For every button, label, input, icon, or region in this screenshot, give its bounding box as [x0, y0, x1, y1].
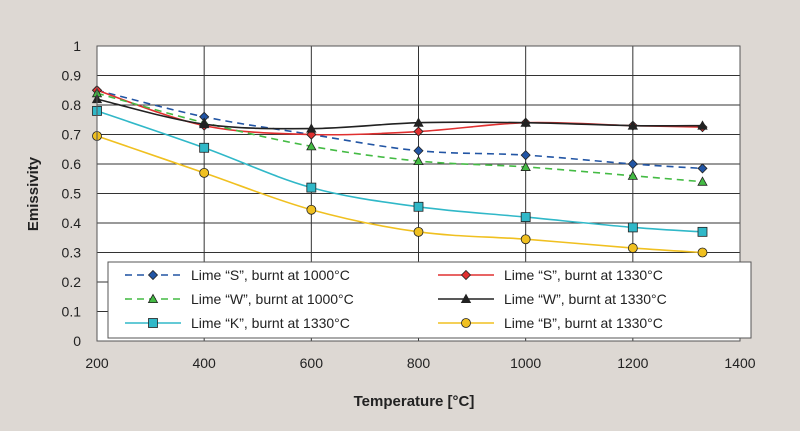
data-point — [627, 243, 638, 253]
x-tick-label: 1400 — [724, 355, 755, 371]
y-tick-label: 0 — [73, 333, 81, 349]
legend: Lime “S”, burnt at 1000°C Lime “W”, burnt… — [107, 261, 752, 339]
legend-label: Lime “W”, burnt at 1330°C — [504, 291, 667, 307]
y-tick-label: 0.3 — [62, 245, 82, 261]
x-tick-label: 200 — [85, 355, 109, 371]
data-point — [520, 212, 531, 223]
legend-entry: Lime “K”, burnt at 1330°C — [125, 315, 350, 331]
data-point — [697, 247, 708, 258]
y-tick-label: 0.1 — [62, 304, 82, 320]
data-point — [413, 126, 424, 137]
x-axis-title: Temperature [°C] — [354, 393, 475, 410]
data-point — [413, 117, 424, 127]
legend-marker — [147, 269, 159, 281]
legend-label: Lime “B”, burnt at 1330°C — [504, 315, 663, 331]
y-axis-title: Emissivity — [25, 156, 42, 231]
data-point — [413, 145, 424, 156]
series-6 — [92, 131, 708, 258]
y-tick-label: 0.7 — [62, 127, 82, 143]
data-point — [697, 120, 708, 130]
data-point — [306, 204, 317, 215]
data-point — [413, 201, 424, 212]
data-point — [413, 226, 424, 237]
data-point — [520, 161, 531, 171]
plot-frame — [96, 45, 741, 342]
data-point — [199, 167, 210, 178]
legend-entry: Lime “W”, burnt at 1000°C — [125, 291, 354, 307]
legend-marker — [461, 318, 471, 328]
legend-entry: Lime “S”, burnt at 1330°C — [438, 267, 663, 283]
legend-label: Lime “W”, burnt at 1000°C — [191, 291, 354, 307]
data-point — [413, 155, 424, 166]
legend-marker — [460, 293, 472, 304]
legend-marker — [148, 318, 158, 328]
tick-labels: 200 400 600 800 1000 1200 1400 0 0.1 0.2 0.3 0.4 0.5… — [62, 38, 756, 371]
legend-label: Lime “K”, burnt at 1330°C — [191, 315, 350, 331]
data-point — [520, 117, 531, 127]
x-tick-label: 1200 — [617, 355, 648, 371]
y-tick-label: 1 — [73, 38, 81, 54]
series-layer — [91, 85, 708, 258]
data-point — [199, 142, 210, 153]
data-point — [627, 158, 638, 170]
data-point — [306, 123, 317, 133]
y-tick-label: 0.8 — [62, 97, 82, 113]
legend-label: Lime “S”, burnt at 1330°C — [504, 267, 663, 283]
legend-label: Lime “S”, burnt at 1000°C — [191, 267, 350, 283]
legend-marker — [147, 293, 159, 304]
legend-entry: Lime “S”, burnt at 1000°C — [125, 267, 350, 283]
legend-box — [107, 261, 752, 339]
x-tick-label: 1000 — [510, 355, 541, 371]
y-tick-label: 0.2 — [62, 274, 82, 290]
legend-entry: Lime “B”, burnt at 1330°C — [438, 315, 663, 331]
y-tick-label: 0.5 — [62, 186, 82, 202]
data-point — [520, 234, 531, 245]
x-tick-label: 600 — [300, 355, 324, 371]
data-point — [697, 226, 708, 237]
x-tick-label: 400 — [192, 355, 216, 371]
series-4 — [91, 93, 708, 133]
y-tick-label: 0.6 — [62, 156, 82, 172]
data-point — [306, 182, 317, 193]
data-point — [627, 222, 638, 233]
data-point — [627, 170, 639, 180]
data-point — [520, 150, 531, 161]
y-tick-label: 0.9 — [62, 68, 82, 84]
data-point — [697, 176, 708, 186]
data-point — [627, 120, 639, 130]
legend-marker — [460, 269, 472, 281]
data-point — [198, 118, 210, 129]
legend-entry: Lime “W”, burnt at 1330°C — [438, 291, 667, 307]
x-tick-label: 800 — [407, 355, 431, 371]
data-point — [306, 140, 317, 151]
y-tick-label: 0.4 — [62, 215, 82, 231]
data-point — [697, 163, 708, 174]
